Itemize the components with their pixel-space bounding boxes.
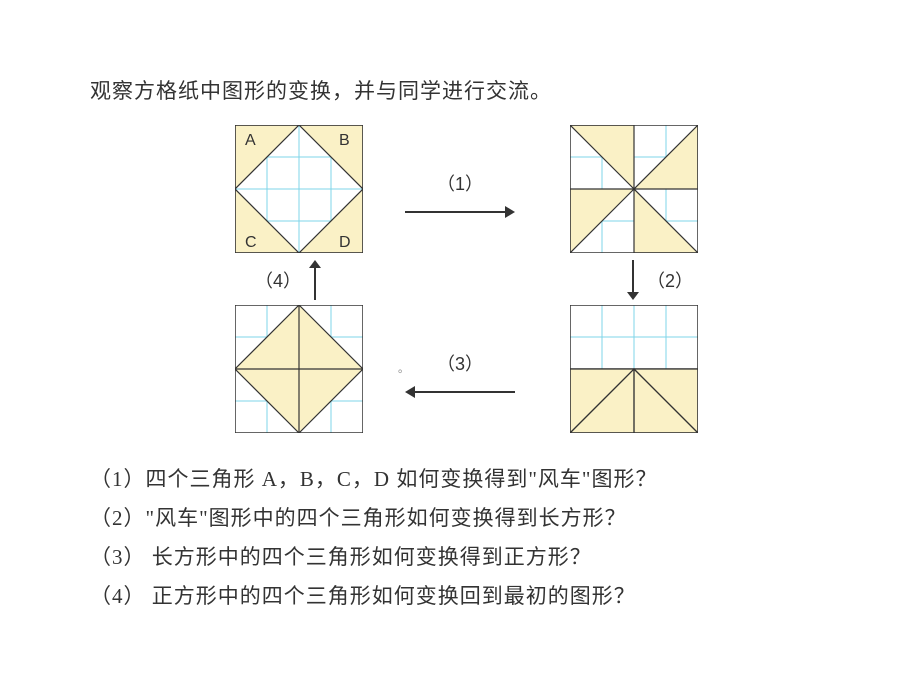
arrow-3: （3） bbox=[405, 350, 515, 400]
arrow-4-label: （4） bbox=[255, 267, 301, 293]
arrow-1: （1） bbox=[405, 170, 515, 220]
label-b: B bbox=[339, 132, 350, 149]
page-marker-1: 。 bbox=[398, 360, 409, 376]
figure-2 bbox=[570, 125, 698, 253]
figure-4 bbox=[235, 305, 363, 433]
label-c: C bbox=[245, 234, 257, 251]
arrow-4: （4） bbox=[255, 260, 323, 300]
arrow-3-label: （3） bbox=[437, 350, 483, 376]
arrow-2-label: （2） bbox=[647, 267, 693, 293]
arrow-2: （2） bbox=[625, 260, 693, 300]
question-2: （2）"风车"图形中的四个三角形如何变换得到长方形？ bbox=[90, 499, 830, 538]
instruction-text: 观察方格纸中图形的变换，并与同学进行交流。 bbox=[90, 75, 830, 105]
figure-1: A B C D bbox=[235, 125, 363, 253]
question-1: （1）四个三角形 A，B，C，D 如何变换得到"风车"图形？ bbox=[90, 460, 830, 499]
figure-3 bbox=[570, 305, 698, 433]
questions: （1）四个三角形 A，B，C，D 如何变换得到"风车"图形？ （2）"风车"图形… bbox=[90, 460, 830, 615]
label-d: D bbox=[339, 234, 351, 251]
arrow-1-label: （1） bbox=[437, 170, 483, 196]
label-a: A bbox=[245, 132, 256, 149]
question-4: （4） 正方形中的四个三角形如何变换回到最初的图形？ bbox=[90, 577, 830, 616]
diagram-area: A B C D bbox=[180, 125, 740, 435]
question-3: （3） 长方形中的四个三角形如何变换得到正方形？ bbox=[90, 538, 830, 577]
